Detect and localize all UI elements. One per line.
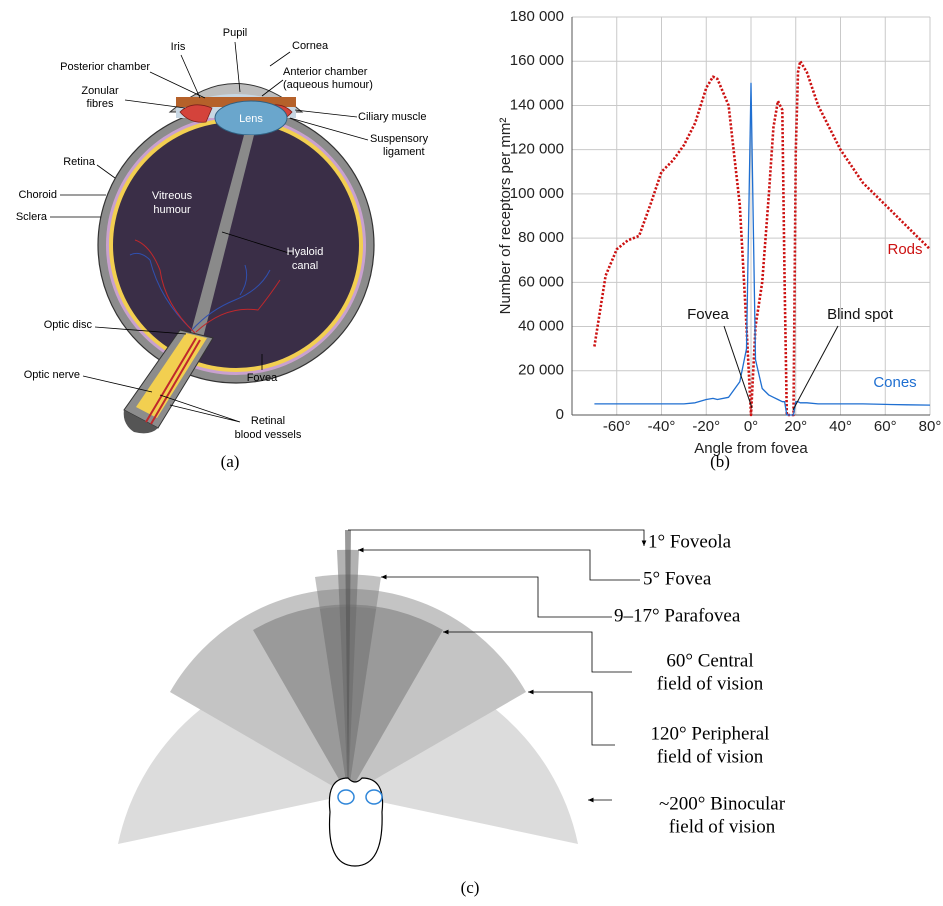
figure: Pupil Iris Cornea Posterior chamber Ante… (0, 0, 943, 906)
y-tick-label: 60 000 (518, 273, 564, 290)
label: (aqueous humour) (283, 79, 373, 91)
label: Suspensory (370, 133, 429, 145)
label: Hyaloid (287, 246, 324, 258)
x-tick-label: 60° (874, 418, 897, 435)
leader-line (528, 692, 615, 745)
label: Lens (239, 113, 263, 125)
x-tick-label: -40° (648, 418, 676, 435)
label: Pupil (223, 27, 247, 39)
label: humour (153, 204, 191, 216)
x-tick-label: -20° (692, 418, 720, 435)
label: 1° Foveola (648, 531, 732, 552)
label: Sclera (16, 211, 48, 223)
label: Retinal (251, 415, 285, 427)
y-tick-label: 80 000 (518, 229, 564, 246)
caption: (a) (221, 452, 240, 471)
label: canal (292, 260, 318, 272)
label: 5° Fovea (643, 568, 712, 589)
label: Vitreous (152, 190, 193, 202)
label: Iris (171, 41, 186, 53)
label: Choroid (18, 189, 57, 201)
y-tick-label: 120 000 (510, 141, 564, 158)
x-tick-label: 40° (829, 418, 852, 435)
caption: (b) (710, 452, 730, 471)
label: Posterior chamber (60, 61, 150, 73)
y-axis-title: Number of receptors per mm² (497, 118, 514, 315)
label: field of vision (657, 746, 764, 767)
receptor-chart: 0 20 000 40 000 60 000 80 000 100 000 120 000 1… (497, 8, 941, 471)
x-tick-label: 0° (744, 418, 758, 435)
label: Zonular (81, 85, 119, 97)
y-tick-label: 100 000 (510, 185, 564, 202)
x-tick-label: 20° (784, 418, 807, 435)
eye-diagram: Pupil Iris Cornea Posterior chamber Ante… (16, 27, 429, 471)
label: Optic disc (44, 319, 93, 331)
y-tick-label: 40 000 (518, 318, 564, 335)
series-label: Cones (873, 374, 916, 391)
label: 120° Peripheral (651, 723, 770, 744)
annotation: Fovea (687, 306, 729, 323)
label: Fovea (247, 372, 278, 384)
series-label: Rods (887, 241, 922, 258)
label: 9–17° Parafovea (614, 605, 741, 626)
y-tick-label: 0 (556, 406, 564, 423)
label: blood vessels (235, 429, 302, 441)
label: fibres (87, 98, 114, 110)
head (329, 778, 382, 866)
label: ~200° Binocular (659, 793, 786, 814)
label: Anterior chamber (283, 66, 368, 78)
label: 60° Central (666, 650, 753, 671)
annotation: Blind spot (827, 306, 894, 323)
y-tick-label: 180 000 (510, 8, 564, 25)
label: Optic nerve (24, 369, 80, 381)
y-tick-label: 140 000 (510, 96, 564, 113)
label: Retina (63, 156, 96, 168)
label: field of vision (669, 816, 776, 837)
label: ligament (383, 146, 425, 158)
label: field of vision (657, 673, 764, 694)
y-tick-label: 160 000 (510, 52, 564, 69)
label: Ciliary muscle (358, 111, 426, 123)
leader-line (348, 530, 644, 546)
caption: (c) (461, 878, 480, 897)
label: Cornea (292, 40, 329, 52)
y-tick-label: 20 000 (518, 362, 564, 379)
leader-line (358, 550, 640, 580)
x-tick-label: -60° (603, 418, 631, 435)
x-tick-label: 80° (919, 418, 942, 435)
visual-field-diagram: 1° Foveola 5° Fovea 9–17° Parafovea 60° … (118, 530, 786, 897)
